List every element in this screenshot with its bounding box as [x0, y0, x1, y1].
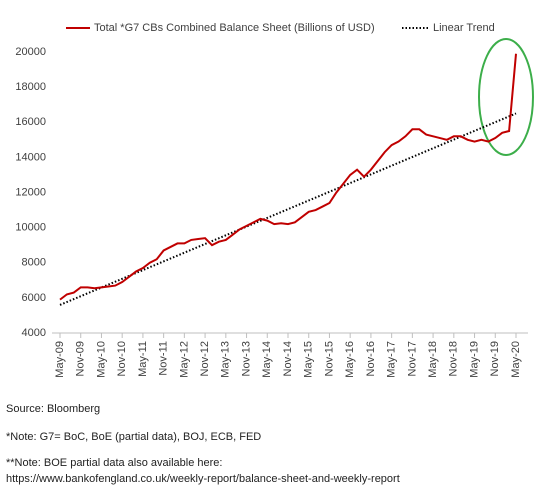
x-tick-label: May-19 — [468, 341, 480, 378]
x-tick-label: May-20 — [510, 341, 522, 378]
x-tick-label: May-18 — [427, 341, 439, 378]
x-tick-label: Nov-17 — [406, 341, 418, 376]
source: Source: Bloomberg — [6, 403, 100, 415]
legend-label: Total *G7 CBs Combined Balance Sheet (Bi… — [94, 22, 375, 34]
x-tick-label: May-11 — [137, 341, 149, 377]
y-tick-label: 20000 — [15, 46, 46, 58]
x-tick-label: Nov-18 — [448, 341, 460, 376]
x-tick-label: May-10 — [95, 341, 107, 378]
y-tick-label: 18000 — [15, 81, 46, 93]
data-line — [59, 53, 517, 301]
x-tick-label: May-14 — [261, 341, 273, 378]
url: https://www.bankofengland.co.uk/weekly-r… — [6, 473, 400, 485]
y-tick-label: 4000 — [22, 327, 46, 339]
note: *Note: G7= BoC, BoE (partial data), BOJ,… — [6, 431, 261, 443]
y-tick-label: 8000 — [22, 257, 46, 269]
y-tick-label: 6000 — [22, 292, 46, 304]
y-tick-label: 12000 — [15, 186, 46, 198]
x-tick-label: May-17 — [386, 341, 398, 378]
x-tick-label: May-13 — [220, 341, 232, 378]
x-tick-label: Nov-14 — [282, 341, 294, 376]
y-tick-label: 14000 — [15, 151, 46, 163]
x-tick-label: Nov-16 — [365, 341, 377, 376]
x-tick-label: May-09 — [54, 341, 66, 378]
x-tick-label: May-16 — [344, 341, 356, 378]
x-tick-label: Nov-19 — [489, 341, 501, 376]
note: **Note: BOE partial data also available … — [6, 457, 222, 469]
x-tick-label: May-15 — [303, 341, 315, 378]
legend-label: Linear Trend — [433, 22, 495, 34]
y-tick-label: 10000 — [15, 222, 46, 234]
x-tick-label: Nov-13 — [240, 341, 252, 376]
x-tick-label: Nov-15 — [323, 341, 335, 376]
x-tick-label: May-12 — [178, 341, 190, 378]
x-tick-label: Nov-09 — [75, 341, 87, 376]
highlight-ellipse — [478, 38, 534, 156]
x-tick-label: Nov-11 — [158, 341, 170, 376]
y-tick-label: 16000 — [15, 116, 46, 128]
x-tick-label: Nov-10 — [116, 341, 128, 376]
x-tick-label: Nov-12 — [199, 341, 211, 376]
